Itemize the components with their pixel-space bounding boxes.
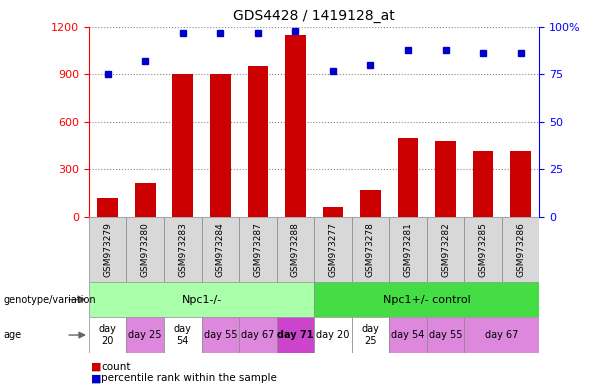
Text: day 55: day 55 (429, 330, 462, 340)
Text: GSM973284: GSM973284 (216, 222, 225, 277)
Bar (172, 74, 193, 217)
Text: day 67: day 67 (241, 330, 275, 340)
Text: day
20: day 20 (99, 324, 116, 346)
Text: day 25: day 25 (129, 330, 162, 340)
Text: GSM973282: GSM973282 (441, 222, 450, 277)
Bar (89, 317, 126, 353)
Text: ■: ■ (91, 373, 101, 383)
FancyBboxPatch shape (126, 217, 164, 282)
Text: age: age (3, 330, 21, 340)
Bar (314, 282, 539, 317)
Text: day
54: day 54 (174, 324, 192, 346)
Text: day 71: day 71 (277, 330, 314, 340)
FancyBboxPatch shape (239, 217, 276, 282)
Bar (135, 183, 156, 217)
Text: ■: ■ (91, 362, 101, 372)
Text: GSM973279: GSM973279 (103, 222, 112, 277)
Bar (239, 317, 276, 353)
Title: GDS4428 / 1419128_at: GDS4428 / 1419128_at (234, 9, 395, 23)
Text: GSM973288: GSM973288 (291, 222, 300, 277)
Text: percentile rank within the sample: percentile rank within the sample (101, 373, 277, 383)
Text: day 20: day 20 (316, 330, 349, 340)
Text: GSM973285: GSM973285 (479, 222, 487, 277)
Text: day 67: day 67 (485, 330, 519, 340)
Text: GSM973280: GSM973280 (141, 222, 150, 277)
Bar (465, 317, 539, 353)
Bar (473, 151, 493, 217)
Text: Npc1+/- control: Npc1+/- control (383, 295, 471, 305)
Text: day
25: day 25 (362, 324, 379, 346)
Bar (126, 317, 164, 353)
FancyBboxPatch shape (427, 217, 465, 282)
Bar (97, 198, 118, 217)
FancyBboxPatch shape (276, 217, 314, 282)
Text: GSM973287: GSM973287 (253, 222, 262, 277)
Text: count: count (101, 362, 131, 372)
Bar (314, 317, 352, 353)
Bar (435, 141, 456, 217)
Text: GSM973277: GSM973277 (329, 222, 337, 277)
FancyBboxPatch shape (164, 217, 202, 282)
FancyBboxPatch shape (89, 217, 126, 282)
Text: GSM973283: GSM973283 (178, 222, 187, 277)
Bar (285, 35, 306, 217)
Text: day 55: day 55 (204, 330, 237, 340)
FancyBboxPatch shape (465, 217, 502, 282)
Bar (427, 317, 465, 353)
FancyBboxPatch shape (502, 217, 539, 282)
FancyBboxPatch shape (202, 217, 239, 282)
Bar (322, 207, 343, 217)
Bar (360, 190, 381, 217)
Text: Npc1-/-: Npc1-/- (181, 295, 222, 305)
Bar (202, 317, 239, 353)
Bar (210, 74, 230, 217)
FancyBboxPatch shape (352, 217, 389, 282)
Bar (276, 317, 314, 353)
Text: genotype/variation: genotype/variation (3, 295, 96, 305)
Bar (389, 317, 427, 353)
FancyBboxPatch shape (314, 217, 352, 282)
Text: GSM973278: GSM973278 (366, 222, 375, 277)
Bar (164, 317, 202, 353)
Bar (248, 66, 268, 217)
Bar (352, 317, 389, 353)
Bar (89, 282, 314, 317)
Text: GSM973286: GSM973286 (516, 222, 525, 277)
Text: day 54: day 54 (391, 330, 425, 340)
Text: GSM973281: GSM973281 (403, 222, 413, 277)
FancyBboxPatch shape (389, 217, 427, 282)
Bar (398, 138, 418, 217)
Bar (511, 151, 531, 217)
